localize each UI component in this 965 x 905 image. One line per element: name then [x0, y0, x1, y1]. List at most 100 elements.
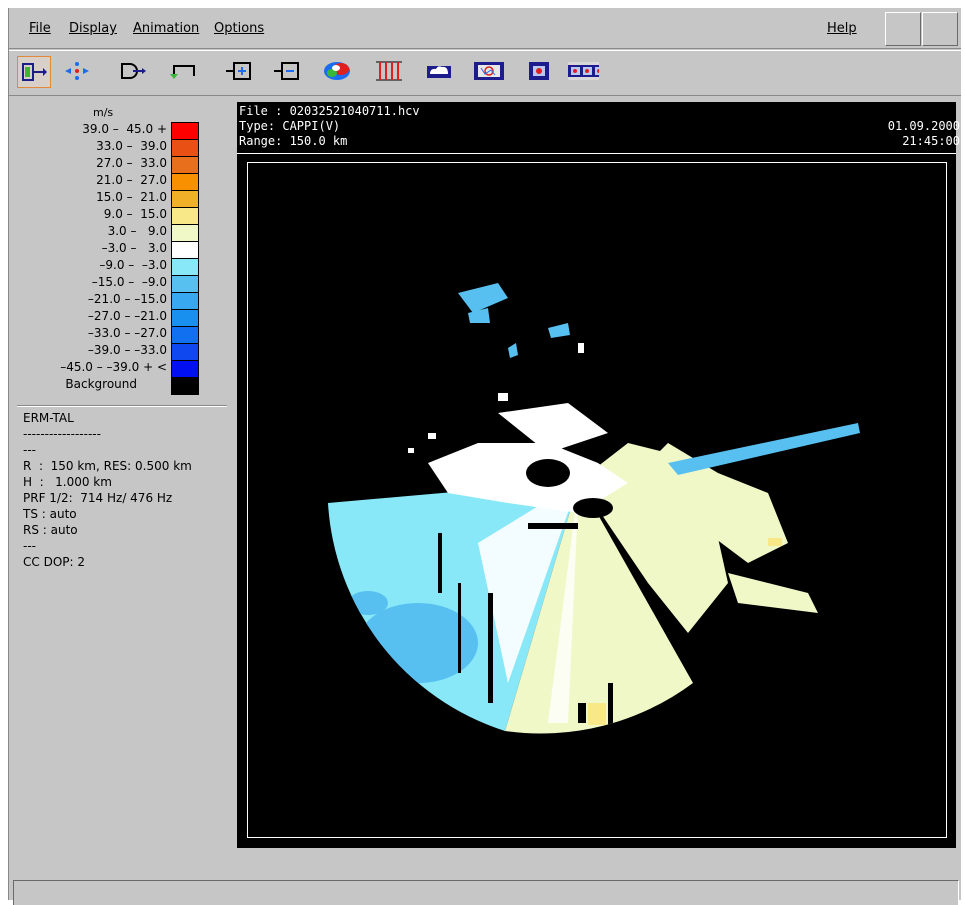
legend-unit: m/s	[93, 106, 114, 119]
legend-swatch	[171, 190, 199, 208]
info-divider-short-2: ---	[23, 539, 36, 553]
info-divider: ------------------	[23, 427, 101, 441]
legend-entry-label: –45.0 – –39.0 + <	[60, 360, 167, 374]
legend-swatch	[171, 309, 199, 327]
zoom-out-button[interactable]	[271, 56, 303, 86]
save-icon	[121, 63, 146, 79]
radar-frame	[247, 162, 947, 838]
cloud-icon	[427, 66, 451, 78]
legend-entry: 39.0 – 45.0 +	[19, 122, 199, 140]
legend-entry-label: –33.0 – –27.0	[87, 326, 167, 340]
legend-entry: 27.0 – 33.0	[19, 156, 199, 174]
height-value: H : 1.000 km	[23, 475, 112, 489]
zoom-out-icon	[274, 62, 299, 80]
legend-swatch	[171, 224, 199, 242]
legend-swatch	[171, 326, 199, 344]
legend-entry-label: 9.0 – 15.0	[103, 207, 167, 221]
zoom-in-button[interactable]	[223, 56, 255, 86]
zoom-in-icon	[226, 62, 251, 80]
legend-swatch	[171, 122, 199, 140]
legend-swatch	[171, 343, 199, 361]
legend-entry: –45.0 – –39.0 + <	[19, 360, 199, 378]
legend-entry-label: –21.0 – –15.0	[87, 292, 167, 306]
window-button-2[interactable]	[922, 12, 958, 46]
legend-entry-label: 15.0 – 21.0	[96, 190, 167, 204]
range-value: Range: 150.0 km	[239, 134, 348, 148]
menu-animation[interactable]: Animation	[133, 21, 199, 36]
file-name: File : 02032521040711.hcv	[239, 104, 420, 118]
time-value: 21:45:00	[902, 134, 960, 148]
rs-value: RS : auto	[23, 523, 78, 537]
outbound-sector	[505, 481, 693, 734]
date-value: 01.09.2000	[887, 119, 960, 133]
legend-entry-label: 3.0 – 9.0	[107, 224, 167, 238]
legend-entry-label: –27.0 – –21.0	[87, 309, 167, 323]
station-name: ERM-TAL	[23, 411, 74, 425]
legend-swatch	[171, 377, 199, 395]
legend-entry: –33.0 – –27.0	[19, 326, 199, 344]
info-divider-short: ---	[23, 443, 36, 457]
legend-entry-label: 39.0 – 45.0 +	[82, 122, 167, 136]
palette-icon	[324, 62, 350, 80]
menu-file-label: File	[29, 21, 51, 36]
status-bar	[13, 880, 959, 905]
undo-icon	[170, 65, 195, 79]
legend-entry-label: –15.0 – –9.0	[91, 275, 167, 289]
film-strip-icon	[568, 62, 599, 80]
legend-swatch	[171, 241, 199, 259]
legend-swatch	[171, 275, 199, 293]
header-divider	[237, 153, 956, 154]
menu-file[interactable]: File	[29, 21, 51, 36]
echo-nw	[458, 283, 508, 313]
legend-swatch	[171, 207, 199, 225]
export-button[interactable]	[17, 56, 51, 88]
cloud-button[interactable]	[423, 56, 455, 86]
ts-value: TS : auto	[23, 507, 77, 521]
menu-display-label: Display	[69, 21, 117, 36]
menu-animation-label: Animation	[133, 21, 200, 36]
film-strip-button[interactable]	[567, 56, 599, 86]
legend-entry: Background	[19, 377, 199, 395]
legend-swatch	[171, 360, 199, 378]
undo-button[interactable]	[167, 56, 199, 86]
menu-help-label: Help	[827, 21, 857, 36]
legend-entry: 3.0 – 9.0	[19, 224, 199, 242]
range-markers-button[interactable]	[373, 56, 405, 86]
mini-map-icon	[529, 62, 549, 80]
map-overlay-button[interactable]	[473, 56, 505, 86]
radar-image	[328, 283, 860, 734]
legend-swatch	[171, 258, 199, 276]
legend-entry-label: 33.0 – 39.0	[96, 139, 167, 153]
menu-display[interactable]: Display	[69, 21, 117, 36]
legend-entry: –39.0 – –33.0	[19, 343, 199, 361]
legend-entry-label: Background	[65, 377, 137, 391]
save-button[interactable]	[117, 56, 149, 86]
menu-help[interactable]: Help	[827, 21, 857, 36]
menubar: File Display Animation Options Help	[9, 8, 961, 49]
toolbar	[9, 50, 961, 96]
legend-entry-label: 21.0 – 27.0	[96, 173, 167, 187]
legend-swatch	[171, 156, 199, 174]
legend-entry-label: 27.0 – 33.0	[96, 156, 167, 170]
zoom-center-button[interactable]	[61, 56, 93, 86]
prf-value: PRF 1/2: 714 Hz/ 476 Hz	[23, 491, 173, 505]
menu-options[interactable]: Options	[214, 21, 264, 36]
legend-swatch	[171, 173, 199, 191]
legend-swatch	[171, 139, 199, 157]
ray-blue	[668, 423, 860, 475]
legend-swatch	[171, 292, 199, 310]
radar-display[interactable]: File : 02032521040711.hcv Type: CAPPI(V)…	[237, 102, 960, 848]
legend-entry: 15.0 – 21.0	[19, 190, 199, 208]
legend-separator	[17, 405, 227, 407]
legend-entry: –21.0 – –15.0	[19, 292, 199, 310]
legend-entry-label: –3.0 – 3.0	[101, 241, 167, 255]
legend-entry: 21.0 – 27.0	[19, 173, 199, 191]
legend-entry-label: –39.0 – –33.0	[87, 343, 167, 357]
window-button-1[interactable]	[885, 12, 921, 46]
legend-entry: –15.0 – –9.0	[19, 275, 199, 293]
palette-button[interactable]	[321, 56, 353, 86]
range-markers-icon	[376, 61, 402, 81]
legend-entry: –9.0 – –3.0	[19, 258, 199, 276]
mini-map-button[interactable]	[523, 56, 555, 86]
app-window: File Display Animation Options Help	[8, 8, 961, 905]
